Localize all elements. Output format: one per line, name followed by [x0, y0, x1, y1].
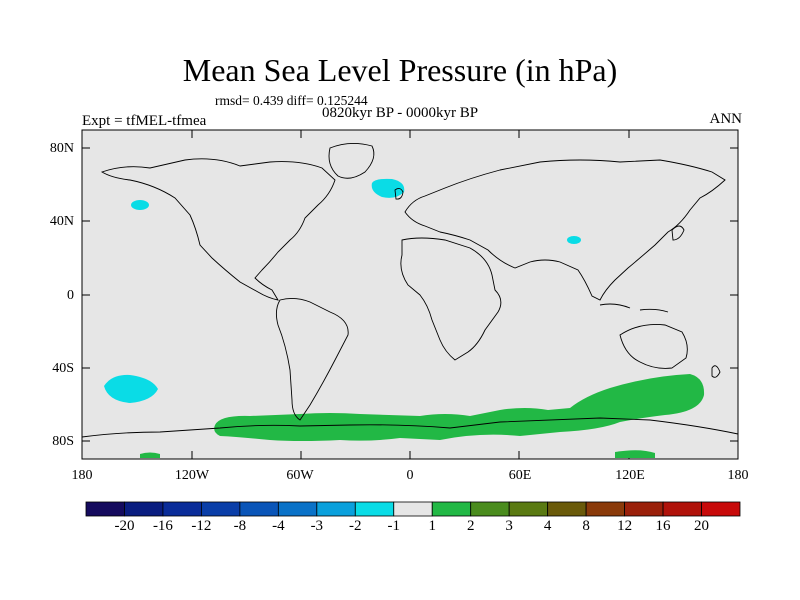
coast-japan: [671, 225, 685, 241]
colorbar-swatch: [662, 501, 702, 517]
colorbar-label: -4: [272, 518, 285, 534]
colorbar-label: -3: [310, 518, 324, 534]
colorbar-swatch: [124, 501, 164, 517]
colorbar-label: 4: [543, 518, 552, 534]
negative-anomaly-regions: [104, 178, 581, 403]
colorbar-swatch: [239, 501, 279, 517]
colorbar-swatch: [316, 501, 356, 517]
colorbar-swatch: [547, 501, 587, 517]
colorbar-swatch: [393, 501, 433, 517]
colorbar-label: 8: [582, 518, 590, 534]
coastlines: [81, 143, 739, 438]
coast-australia: [619, 324, 688, 369]
anomaly-south-pacific: [104, 374, 158, 403]
lat-tick-0: 0: [67, 288, 74, 303]
experiment-label: Expt = tfMEL-tfmea: [82, 113, 207, 129]
lon-tick-0: 0: [406, 468, 414, 483]
lat-tick-40s: 40S: [52, 361, 74, 376]
colorbar-swatch: [85, 501, 125, 517]
colorbar-swatch: [624, 501, 664, 517]
coast-south-america: [275, 297, 349, 421]
lon-tick-120w: 120W: [174, 468, 210, 483]
positive-anomaly-regions: [140, 374, 705, 458]
stats-line: rmsd= 0.439 diff= 0.125244: [215, 93, 368, 108]
colorbar-label: 2: [466, 518, 475, 534]
coast-north-america: [100, 158, 336, 301]
coast-greenland: [328, 143, 375, 179]
anomaly-south-small-1: [140, 452, 160, 458]
lon-tick-60w: 60W: [286, 468, 314, 483]
colorbar-label: 20: [694, 518, 710, 534]
anomaly-southern-ocean: [214, 374, 705, 441]
colorbar-label: -8: [233, 518, 247, 534]
coast-indonesia: [599, 303, 669, 313]
lon-tick-180e: 180: [727, 468, 749, 483]
colorbar-label: -1: [387, 518, 401, 534]
season-label: ANN: [709, 111, 743, 127]
colorbar-swatch: [277, 501, 318, 517]
lon-tick-180w: 180: [71, 468, 93, 483]
coast-eurasia: [404, 159, 726, 301]
colorbar-label: -2: [349, 518, 362, 534]
period-label: 0820kyr BP - 0000kyr BP: [322, 105, 479, 121]
colorbar-label: -12: [191, 518, 212, 534]
colorbar-label: 12: [617, 518, 633, 534]
anomaly-north-atlantic: [371, 178, 405, 198]
anomaly-south-small-2: [615, 450, 655, 458]
colorbar-label: -20: [114, 518, 135, 534]
colorbar: [85, 501, 741, 517]
lon-tick-60e: 60E: [508, 468, 532, 483]
colorbar-swatch: [431, 501, 472, 517]
colorbar-label: 3: [505, 518, 513, 534]
coast-antarctica: [81, 417, 739, 438]
axis-ticks: [82, 130, 738, 459]
lat-tick-40n: 40N: [49, 214, 74, 229]
colorbar-swatch: [470, 501, 510, 517]
anomaly-tibet: [567, 236, 581, 244]
coast-new-zealand: [711, 365, 721, 378]
colorbar-swatch: [508, 501, 549, 517]
colorbar-label: 1: [428, 518, 436, 534]
colorbar-label: -16: [152, 518, 173, 534]
colorbar-swatch: [701, 501, 741, 517]
colorbar-swatch: [201, 501, 241, 517]
coast-africa: [400, 237, 502, 361]
colorbar-swatch: [585, 501, 625, 517]
coast-uk: [394, 187, 404, 200]
lat-tick-80n: 80N: [49, 141, 74, 156]
lon-tick-120e: 120E: [615, 468, 645, 483]
colorbar-swatch: [354, 501, 395, 517]
colorbar-label: 16: [655, 518, 671, 534]
map-title: Mean Sea Level Pressure (in hPa): [182, 52, 618, 88]
colorbar-swatch: [162, 501, 202, 517]
lat-tick-80s: 80S: [52, 434, 74, 449]
anomaly-north-pacific: [131, 200, 149, 210]
